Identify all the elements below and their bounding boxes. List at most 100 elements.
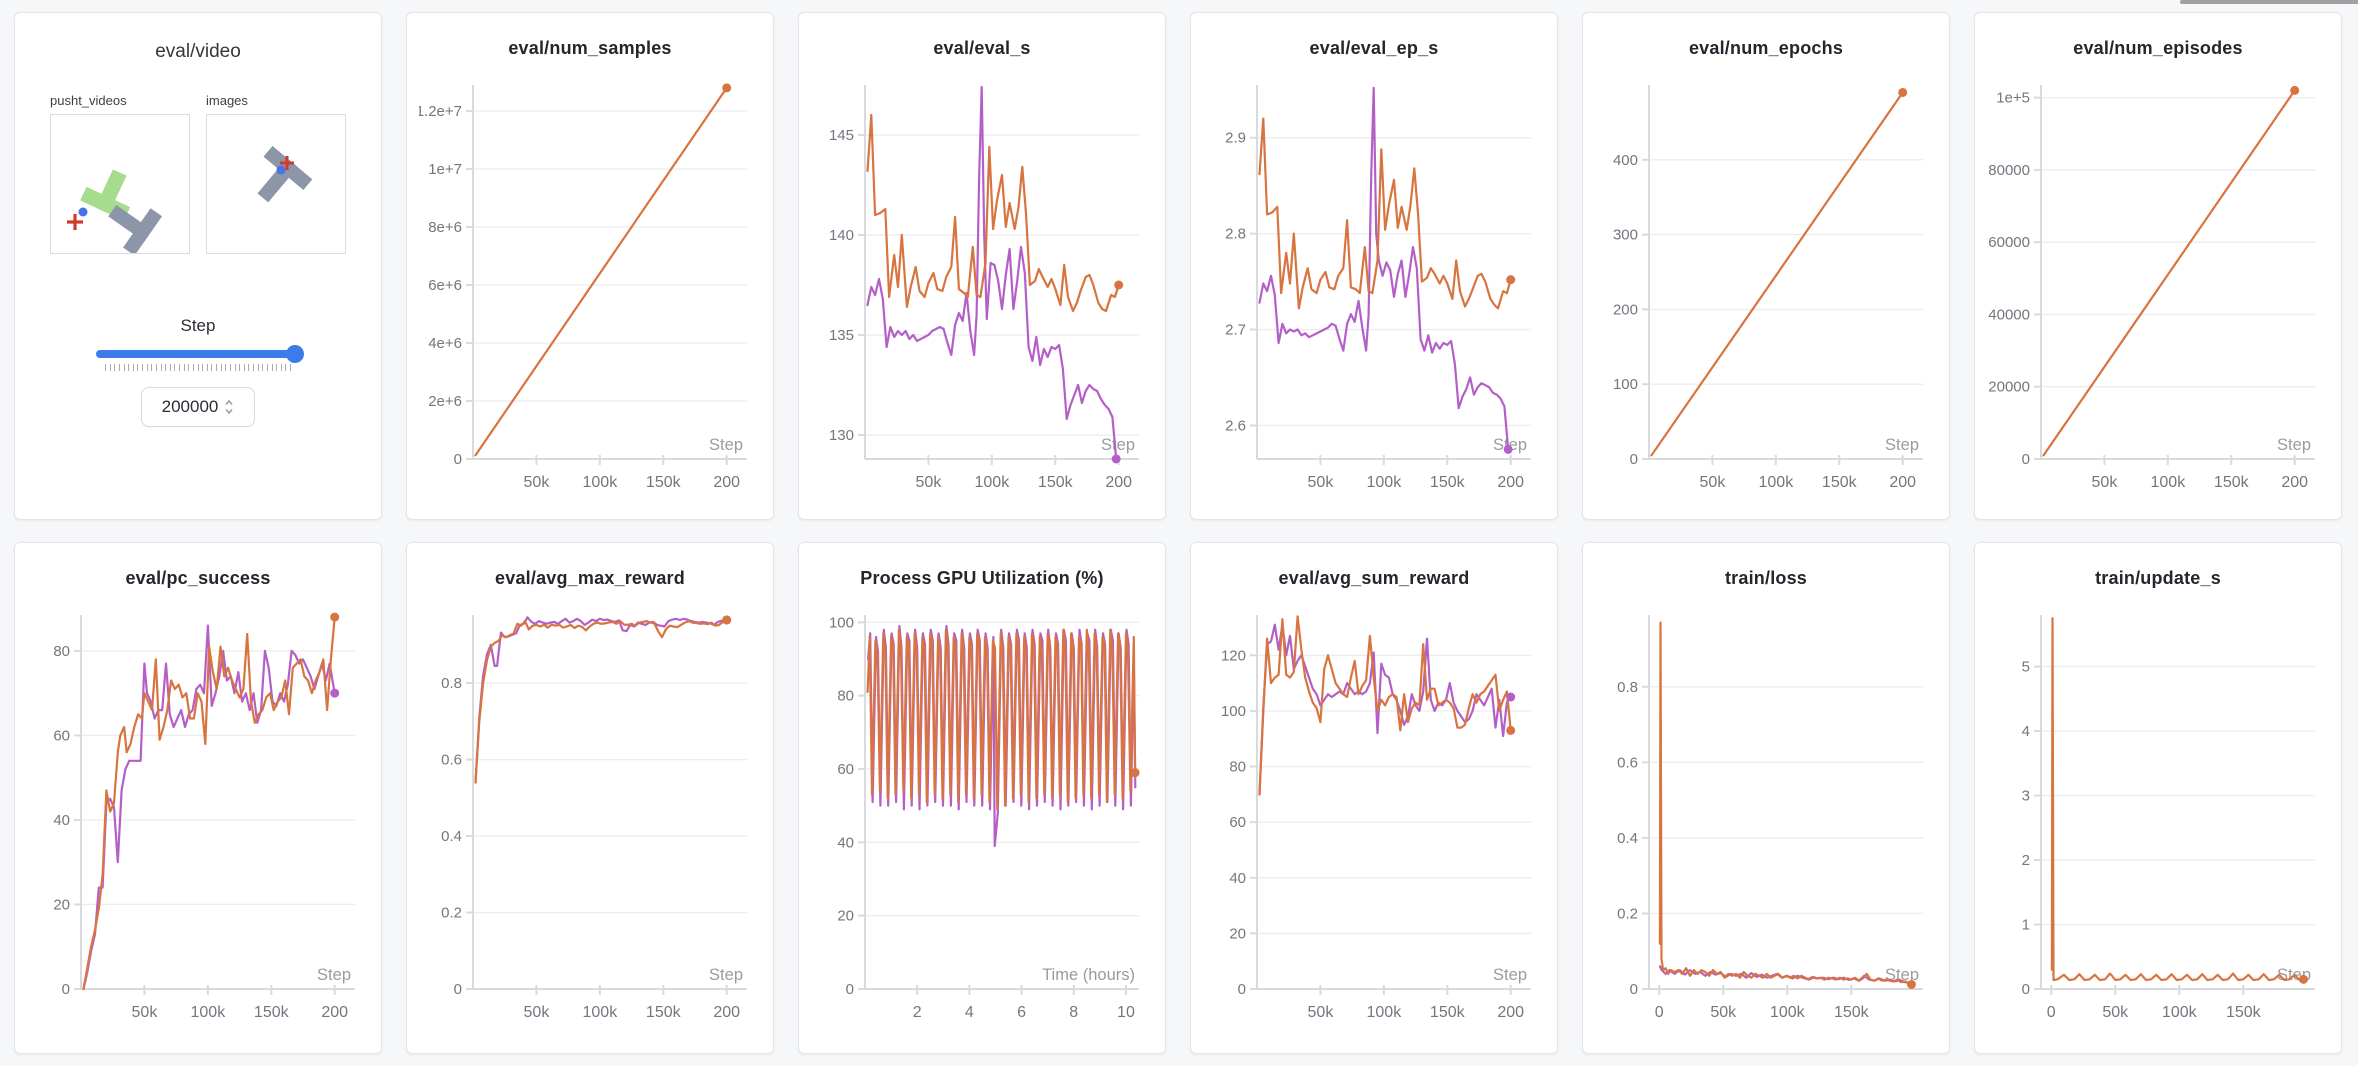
media-panel-title: eval/video	[155, 41, 241, 62]
y-tick-label: 0	[454, 981, 462, 998]
panel-grid: eval/video pusht_videos	[14, 12, 2342, 1054]
stepper-down-icon[interactable]	[225, 408, 233, 415]
horizontal-scrollbar-thumb[interactable]	[2180, 0, 2358, 4]
x-tick-label: 2	[913, 1004, 922, 1021]
step-value: 200000	[161, 397, 219, 416]
y-tick-label: 0.8	[1617, 679, 1638, 696]
panel-eval-eval-s: eval/eval_s 130 135 140 145 50k 100k 150k 200 Ste…	[798, 12, 1166, 520]
x-tick-label: 100k	[1770, 1004, 1806, 1021]
y-tick-label: 40	[53, 812, 70, 829]
step-slider[interactable]	[96, 345, 304, 371]
chart-process-gpu-utilization[interactable]: 0 20 40 60 80 100 2 4 6 8 10 Time (hours)	[811, 605, 1153, 1039]
y-tick-label: 100	[1221, 703, 1246, 720]
x-tick-label: 100k	[975, 474, 1011, 491]
images-thumbnail[interactable]	[206, 114, 346, 254]
y-tick-label: 4e+6	[428, 335, 462, 352]
x-tick-label: 200	[1497, 474, 1524, 491]
pusht-video-thumbnail[interactable]	[50, 114, 190, 256]
x-tick-label: 50k	[2102, 1004, 2129, 1021]
series-end-dot-orange_run	[1114, 280, 1124, 290]
x-axis-label: Step	[1885, 436, 1919, 454]
y-tick-label: 100	[1613, 376, 1638, 393]
series-line-purple_run	[1258, 86, 1510, 451]
x-tick-label: 150k	[2226, 1004, 2262, 1021]
y-tick-label: 145	[829, 127, 854, 144]
chart-title: eval/eval_ep_s	[1309, 38, 1439, 58]
y-tick-label: 6e+6	[428, 277, 462, 294]
x-tick-label: 100k	[583, 1004, 619, 1021]
panel-eval-avg-sum-reward: eval/avg_sum_reward 0 20 40 60 80 100 120 50k 100…	[1190, 542, 1558, 1054]
x-axis-label: Step	[709, 436, 743, 454]
chart-eval-num-samples[interactable]: 0 2e+6 4e+6 6e+6 8e+6 1e+7 1.2e+7 50k 100k 150k 20…	[419, 75, 761, 509]
chart-train-loss[interactable]: 0 0.2 0.4 0.6 0.8 0 50k 100k 150k Step	[1595, 605, 1937, 1039]
step-slider-track[interactable]	[96, 345, 304, 363]
y-tick-label: 80	[837, 688, 854, 705]
panel-train-loss: train/loss 0 0.2 0.4 0.6 0.8 0 50k 100k 150k Step	[1582, 542, 1950, 1054]
series-line-purple_run	[1258, 623, 1512, 796]
x-tick-label: 50k	[1700, 474, 1727, 491]
y-tick-label: 5	[2022, 659, 2030, 676]
y-tick-label: 2e+6	[428, 393, 462, 410]
chart-eval-pc-success[interactable]: 0 20 40 60 80 50k 100k 150k 200 Step	[27, 605, 369, 1039]
pusht-video-image	[67, 169, 163, 256]
y-tick-label: 1	[2022, 917, 2030, 934]
series-line-orange_run	[866, 628, 1137, 811]
y-tick-label: 0	[1630, 451, 1638, 468]
step-number-input[interactable]: 200000	[141, 387, 255, 427]
y-tick-label: 0.2	[441, 905, 462, 922]
x-tick-label: 200	[1105, 474, 1132, 491]
x-tick-label: 4	[965, 1004, 974, 1021]
chart-eval-num-episodes[interactable]: 0 20000 40000 60000 80000 1e+5 50k 100k 150k 200 S…	[1987, 75, 2329, 509]
chart-eval-eval-ep-s[interactable]: 2.6 2.7 2.8 2.9 50k 100k 150k 200 Step	[1203, 75, 1545, 509]
y-tick-label: 60	[53, 727, 70, 744]
x-tick-label: 200	[2281, 474, 2308, 491]
chart-title: eval/num_samples	[508, 38, 672, 58]
chart-title: eval/eval_s	[933, 38, 1031, 58]
x-axis-label: Step	[709, 966, 743, 984]
series-end-dot-orange_run	[1906, 979, 1916, 989]
y-tick-label: 1e+7	[428, 161, 462, 178]
x-tick-label: 150k	[2214, 474, 2250, 491]
x-tick-label: 150k	[1834, 1004, 1870, 1021]
step-slider-thumb[interactable]	[286, 345, 304, 363]
x-tick-label: 50k	[524, 474, 551, 491]
x-tick-label: 50k	[1308, 1004, 1335, 1021]
y-tick-label: 4	[2022, 723, 2030, 740]
stepper-up-icon[interactable]	[225, 399, 233, 406]
chart-eval-avg-max-reward[interactable]: 0 0.2 0.4 0.6 0.8 50k 100k 150k 200 Step	[419, 605, 761, 1039]
x-tick-label: 150k	[646, 1004, 682, 1021]
media-key-label: pusht_videos	[50, 93, 127, 108]
target-cross-icon	[67, 214, 83, 230]
y-tick-label: 400	[1613, 152, 1638, 169]
chart-eval-num-epochs[interactable]: 0 100 200 300 400 50k 100k 150k 200 Step	[1595, 75, 1937, 509]
y-tick-label: 0	[846, 981, 854, 998]
series-line-orange_run	[2050, 617, 2305, 982]
series-line-orange_run	[474, 618, 728, 784]
x-axis-label: Step	[317, 966, 351, 984]
chart-title: eval/avg_max_reward	[495, 568, 685, 588]
y-tick-label: 135	[829, 327, 854, 344]
x-tick-label: 200	[713, 1004, 740, 1021]
x-tick-label: 100k	[583, 474, 619, 491]
stepper-arrows-icon[interactable]	[224, 398, 234, 416]
x-tick-label: 100k	[2162, 1004, 2198, 1021]
x-tick-label: 100k	[2151, 474, 2187, 491]
chart-eval-eval-s[interactable]: 130 135 140 145 50k 100k 150k 200 Step	[811, 75, 1153, 509]
step-slider-label: Step	[180, 316, 216, 335]
images-image	[257, 145, 313, 203]
y-tick-label: 2.9	[1225, 130, 1246, 147]
chart-title: eval/num_episodes	[2073, 38, 2243, 58]
x-tick-label: 0	[2047, 1004, 2056, 1021]
block-t-shape	[108, 204, 163, 256]
y-tick-label: 80	[53, 643, 70, 660]
series-end-dot-orange_run	[1898, 87, 1908, 97]
target-cross-icon	[280, 156, 294, 170]
x-tick-label: 150k	[254, 1004, 290, 1021]
chart-eval-avg-sum-reward[interactable]: 0 20 40 60 80 100 120 50k 100k 150k 200 Step	[1203, 605, 1545, 1039]
goal-t-shape	[80, 169, 131, 221]
chart-title: train/update_s	[2095, 568, 2221, 588]
y-tick-label: 100	[829, 614, 854, 631]
x-tick-label: 150k	[1430, 474, 1466, 491]
y-tick-label: 20	[53, 896, 70, 913]
